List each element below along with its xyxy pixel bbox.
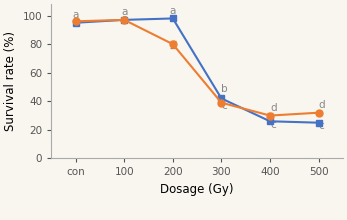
Text: c: c <box>270 120 276 130</box>
Y-axis label: Survival rate (%): Survival rate (%) <box>4 31 17 131</box>
X-axis label: Dosage (Gy): Dosage (Gy) <box>160 183 234 196</box>
Text: c: c <box>221 101 227 111</box>
Text: a: a <box>121 7 127 17</box>
Text: a: a <box>73 10 79 20</box>
Text: c: c <box>319 121 324 131</box>
Text: b: b <box>169 41 176 51</box>
Text: d: d <box>319 100 325 110</box>
Text: d: d <box>270 103 277 113</box>
Text: a: a <box>73 17 79 27</box>
Text: a: a <box>170 6 176 16</box>
Text: a: a <box>121 14 127 24</box>
Text: b: b <box>221 84 228 94</box>
